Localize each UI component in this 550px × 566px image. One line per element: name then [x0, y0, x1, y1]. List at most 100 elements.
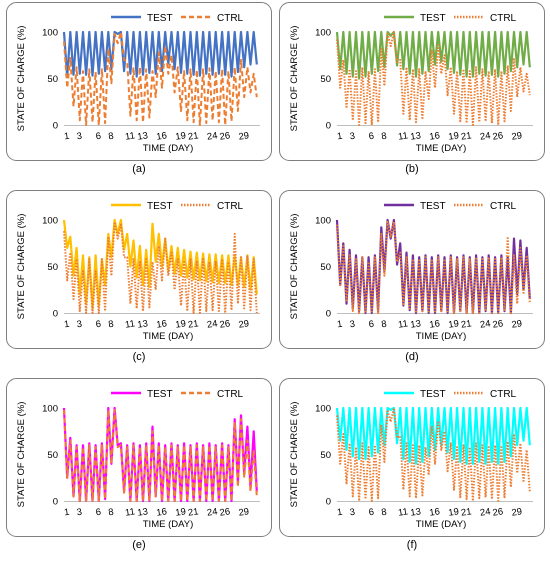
legend-test-label: TEST	[147, 13, 173, 24]
x-tick-label: 19	[175, 506, 187, 518]
x-tick-label: 24	[479, 506, 491, 518]
x-axis-label: TIME (DAY)	[143, 331, 194, 342]
x-tick-label: 3	[349, 131, 356, 143]
series-test-line	[62, 218, 258, 310]
series-ctrl-line	[63, 220, 258, 314]
x-tick-label: 6	[368, 131, 375, 143]
legend-ctrl-label: CTRL	[217, 13, 244, 24]
x-tick-label: 24	[479, 318, 491, 330]
x-tick-label: 26	[219, 130, 231, 142]
y-tick-label: 100	[315, 28, 331, 39]
y-tick-label: 50	[320, 262, 331, 273]
series-test-line	[335, 30, 531, 80]
y-tick-label: 100	[315, 216, 331, 227]
y-tick-label: 0	[326, 121, 331, 132]
x-tick-label: 16	[429, 506, 441, 518]
x-tick-label: 1	[336, 319, 343, 331]
x-tick-label: 16	[156, 318, 168, 330]
y-axis-label: STATE OF CHARGE (%)	[16, 402, 27, 508]
legend-ctrl-label: CTRL	[490, 13, 517, 24]
x-tick-label: 8	[381, 319, 388, 331]
x-tick-label: 29	[511, 130, 523, 142]
x-tick-label: 16	[429, 130, 441, 142]
x-tick-label: 26	[492, 506, 504, 518]
x-axis-label: TIME (DAY)	[416, 143, 467, 154]
series-ctrl-line	[63, 31, 258, 126]
x-tick-label: 11	[397, 130, 408, 142]
x-tick-label: 13	[410, 318, 422, 330]
x-tick-label: 29	[511, 506, 523, 518]
x-axis-label: TIME (DAY)	[143, 519, 194, 530]
x-tick-label: 11	[124, 130, 135, 142]
x-tick-label: 26	[219, 318, 231, 330]
legend-ctrl-label: CTRL	[490, 201, 517, 212]
y-tick-label: 50	[47, 262, 58, 273]
legend-test-label: TEST	[147, 389, 173, 400]
x-tick-label: 8	[108, 131, 115, 143]
series-test-line	[335, 406, 531, 465]
x-tick-label: 21	[187, 318, 199, 330]
x-tick-label: 19	[175, 318, 187, 330]
panel-caption: (d)	[405, 351, 418, 363]
legend-test-label: TEST	[420, 13, 446, 24]
x-tick-label: 1	[336, 507, 343, 519]
y-axis-label: STATE OF CHARGE (%)	[16, 214, 27, 320]
x-tick-label: 29	[238, 318, 250, 330]
x-tick-label: 13	[410, 130, 422, 142]
x-tick-label: 13	[137, 506, 149, 518]
y-tick-label: 0	[53, 497, 58, 508]
x-axis-label: TIME (DAY)	[143, 143, 194, 154]
y-tick-label: 100	[42, 404, 58, 415]
x-tick-label: 21	[187, 130, 199, 142]
x-tick-label: 19	[448, 130, 460, 142]
y-tick-label: 100	[42, 216, 58, 227]
x-tick-label: 8	[108, 507, 115, 519]
x-tick-label: 6	[95, 319, 102, 331]
y-tick-label: 0	[326, 309, 331, 320]
x-tick-label: 1	[63, 319, 70, 331]
series-ctrl-line	[63, 408, 258, 502]
x-tick-label: 24	[206, 318, 218, 330]
x-tick-label: 26	[492, 318, 504, 330]
x-tick-label: 16	[429, 318, 441, 330]
x-tick-label: 21	[460, 506, 472, 518]
legend-test-label: TEST	[147, 201, 173, 212]
x-tick-label: 8	[381, 507, 388, 519]
x-axis-label: TIME (DAY)	[416, 331, 467, 342]
panel-caption: (e)	[132, 539, 145, 551]
x-tick-label: 29	[238, 130, 250, 142]
x-tick-label: 13	[137, 318, 149, 330]
x-tick-label: 29	[511, 318, 523, 330]
legend-ctrl-label: CTRL	[217, 389, 244, 400]
x-tick-label: 24	[206, 130, 218, 142]
x-tick-label: 13	[137, 130, 149, 142]
x-tick-label: 21	[460, 318, 472, 330]
x-tick-label: 21	[187, 506, 199, 518]
y-axis-label: STATE OF CHARGE (%)	[16, 26, 27, 132]
x-tick-label: 26	[492, 130, 504, 142]
x-tick-label: 6	[368, 319, 375, 331]
y-tick-label: 0	[326, 497, 331, 508]
x-tick-label: 3	[76, 319, 83, 331]
series-test-line	[62, 30, 258, 78]
y-tick-label: 0	[53, 121, 58, 132]
y-tick-label: 100	[42, 28, 58, 39]
panel-caption: (f)	[407, 539, 417, 551]
x-tick-label: 29	[238, 506, 250, 518]
x-tick-label: 19	[175, 130, 187, 142]
x-tick-label: 6	[368, 507, 375, 519]
legend-test-label: TEST	[420, 389, 446, 400]
x-tick-label: 3	[349, 319, 356, 331]
x-tick-label: 19	[448, 506, 460, 518]
y-tick-label: 50	[47, 450, 58, 461]
x-tick-label: 26	[219, 506, 231, 518]
panel-caption: (a)	[132, 163, 145, 175]
x-tick-label: 13	[410, 506, 422, 518]
